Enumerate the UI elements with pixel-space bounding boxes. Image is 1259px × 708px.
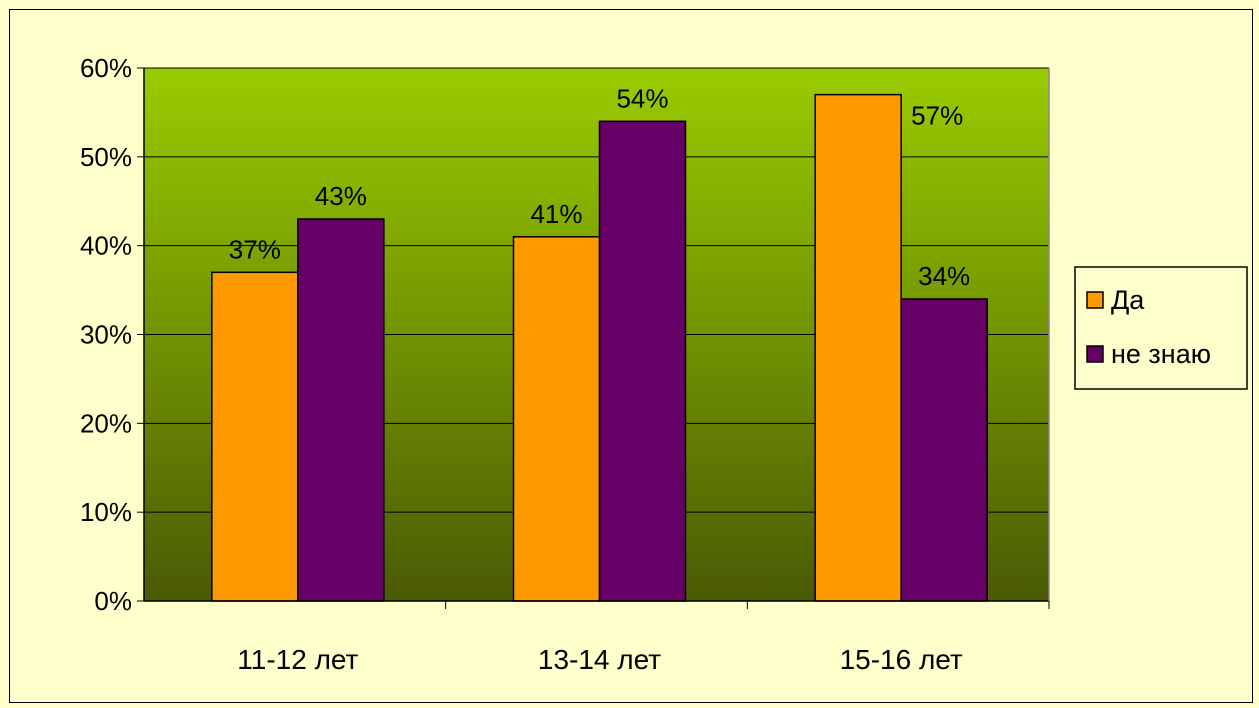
category-label: 11-12 лет: [237, 644, 358, 675]
bar-chart: 0% 10% 20% 30% 40% 50% 60% 37% 43% 11-12 лет 41% 54…: [80, 53, 1248, 675]
bar: [297, 218, 385, 602]
y-tick-label: 50%: [80, 142, 132, 172]
bar: [900, 298, 988, 602]
y-tick-label: 20%: [80, 408, 132, 438]
data-label: 41%: [530, 199, 582, 229]
legend-swatch: [1086, 345, 1104, 363]
bar: [598, 120, 687, 602]
y-tick-label: 30%: [80, 320, 132, 350]
data-label: 43%: [315, 181, 367, 211]
data-label: 57%: [911, 101, 963, 131]
y-tick-label: 40%: [80, 231, 132, 261]
legend-swatch: [1086, 291, 1104, 309]
legend-box: [1074, 266, 1248, 390]
data-label: 37%: [229, 234, 281, 264]
bar: [211, 271, 299, 602]
legend-label: не знаю: [1111, 339, 1211, 369]
category-label: 15-16 лет: [840, 644, 963, 675]
y-tick-label: 0%: [94, 586, 132, 616]
y-tick-label: 10%: [80, 497, 132, 527]
bar: [814, 93, 902, 602]
chart-frame: 0% 10% 20% 30% 40% 50% 60% 37% 43% 11-12 лет 41% 54…: [9, 9, 1253, 703]
y-tick-label: 60%: [80, 53, 132, 83]
data-label: 34%: [918, 261, 970, 291]
bar: [512, 236, 601, 602]
legend-label: Да: [1111, 285, 1145, 315]
data-label: 54%: [616, 83, 668, 113]
category-label: 13-14 лет: [538, 644, 661, 675]
